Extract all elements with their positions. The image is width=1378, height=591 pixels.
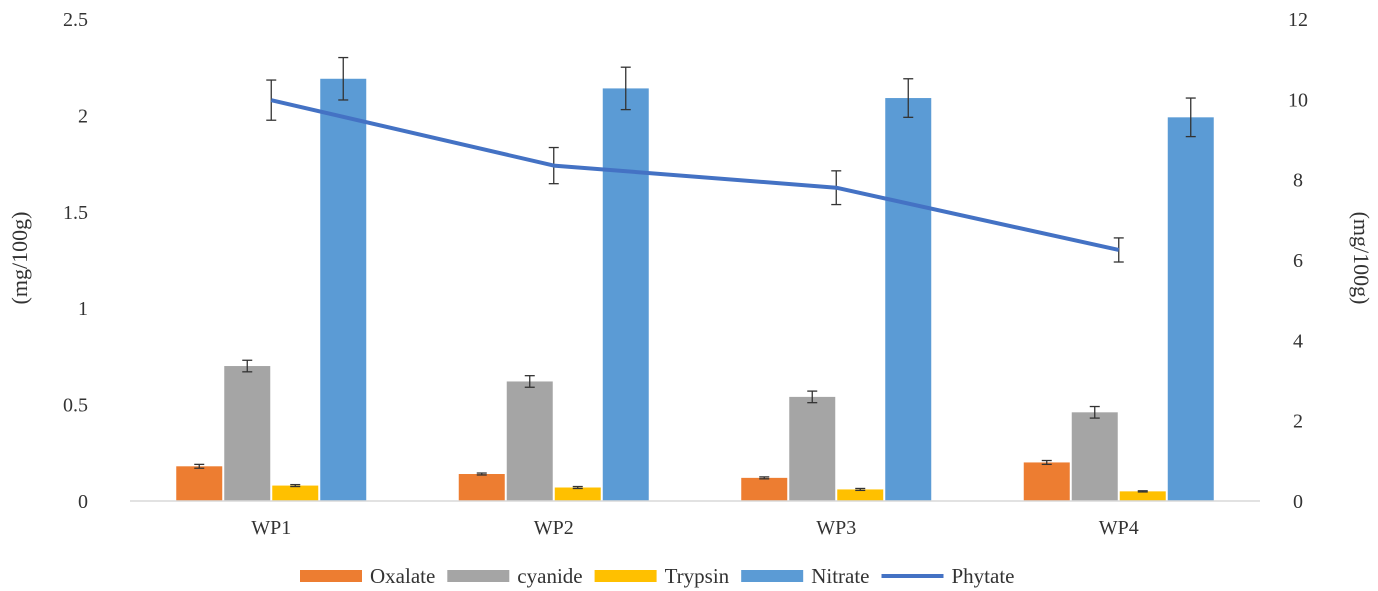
bar-trypsin-wp1: [272, 485, 319, 501]
error-bar-nitrate-wp3: [903, 78, 914, 118]
legend-label: Nitrate: [811, 564, 869, 588]
error-bar-oxalate-wp4: [1041, 459, 1052, 466]
error-bar-trypsin-wp4: [1137, 490, 1148, 493]
y-right-tick-label: 4: [1293, 330, 1303, 352]
y-left-tick-label: 1: [78, 298, 88, 320]
legend-label: Phytate: [952, 564, 1015, 588]
y-right-tick-label: 2: [1293, 411, 1303, 433]
y-axis-right-title: (mg/100g): [1349, 212, 1374, 305]
bar-nitrate-wp1: [320, 78, 367, 501]
error-bar-oxalate-wp2: [476, 472, 487, 476]
bar-oxalate-wp2: [458, 474, 505, 501]
error-bar-trypsin-wp2: [572, 485, 583, 490]
error-bar-nitrate-wp4: [1185, 97, 1196, 138]
legend-swatch: [300, 570, 362, 582]
error-bar-phytate-wp4: [1113, 237, 1124, 263]
legend-item-nitrate: Nitrate: [741, 564, 870, 588]
error-bar-cyanide-wp1: [242, 359, 253, 373]
y-right-tick-label: 0: [1293, 491, 1303, 513]
legend-swatch: [594, 570, 657, 582]
bar-trypsin-wp3: [837, 489, 884, 501]
legend-swatch: [741, 570, 804, 582]
error-bar-nitrate-wp2: [620, 66, 631, 111]
y-left-tick-label: 0.5: [63, 395, 88, 417]
bar-nitrate-wp4: [1167, 117, 1214, 501]
legend-item-phytate: Phytate: [881, 564, 1015, 588]
legend-label: cyanide: [517, 564, 582, 588]
y-left-tick-label: 2.5: [63, 9, 88, 31]
bar-oxalate-wp4: [1023, 462, 1070, 501]
line-phytate: [270, 98, 1120, 252]
y-right-tick-label: 8: [1293, 170, 1303, 192]
bar-cyanide-wp4: [1071, 412, 1118, 501]
legend-item-cyanide: cyanide: [447, 564, 583, 588]
legend-item-trypsin: Trypsin: [594, 564, 730, 588]
bar-nitrate-wp3: [885, 98, 932, 501]
bar-cyanide-wp2: [506, 381, 553, 501]
y-left-tick-label: 2: [78, 105, 88, 127]
bar-trypsin-wp2: [554, 487, 601, 501]
bar-cyanide-wp1: [224, 366, 271, 501]
error-bar-cyanide-wp4: [1089, 405, 1100, 419]
y-right-tick-label: 12: [1288, 9, 1308, 31]
y-left-tick-label: 0: [78, 491, 88, 513]
legend-label: Trypsin: [665, 564, 730, 588]
y-left-tick-label: 1.5: [63, 202, 88, 224]
bar-oxalate-wp3: [741, 477, 788, 501]
y-right-tick-label: 6: [1293, 250, 1303, 272]
legend-label: Oxalate: [370, 564, 435, 588]
y-right-tick-label: 10: [1288, 89, 1308, 111]
error-bar-nitrate-wp1: [338, 56, 349, 101]
error-bar-trypsin-wp3: [855, 487, 866, 492]
bar-cyanide-wp3: [789, 396, 836, 501]
bar-trypsin-wp4: [1119, 491, 1166, 501]
bar-nitrate-wp2: [602, 88, 649, 502]
x-tick-label: WP2: [534, 517, 574, 539]
legend-swatch: [447, 570, 510, 582]
x-tick-label: WP1: [251, 517, 291, 539]
error-bar-trypsin-wp1: [290, 483, 301, 488]
x-tick-label: WP3: [816, 517, 856, 539]
error-bar-oxalate-wp3: [759, 476, 770, 480]
bar-oxalate-wp1: [176, 466, 223, 501]
error-bar-oxalate-wp1: [194, 463, 205, 469]
error-bar-cyanide-wp3: [807, 390, 818, 404]
x-tick-label: WP4: [1099, 517, 1139, 539]
legend-item-oxalate: Oxalate: [300, 564, 435, 588]
error-bar-cyanide-wp2: [524, 375, 535, 388]
y-axis-left-title: (mg/100g): [7, 212, 32, 305]
